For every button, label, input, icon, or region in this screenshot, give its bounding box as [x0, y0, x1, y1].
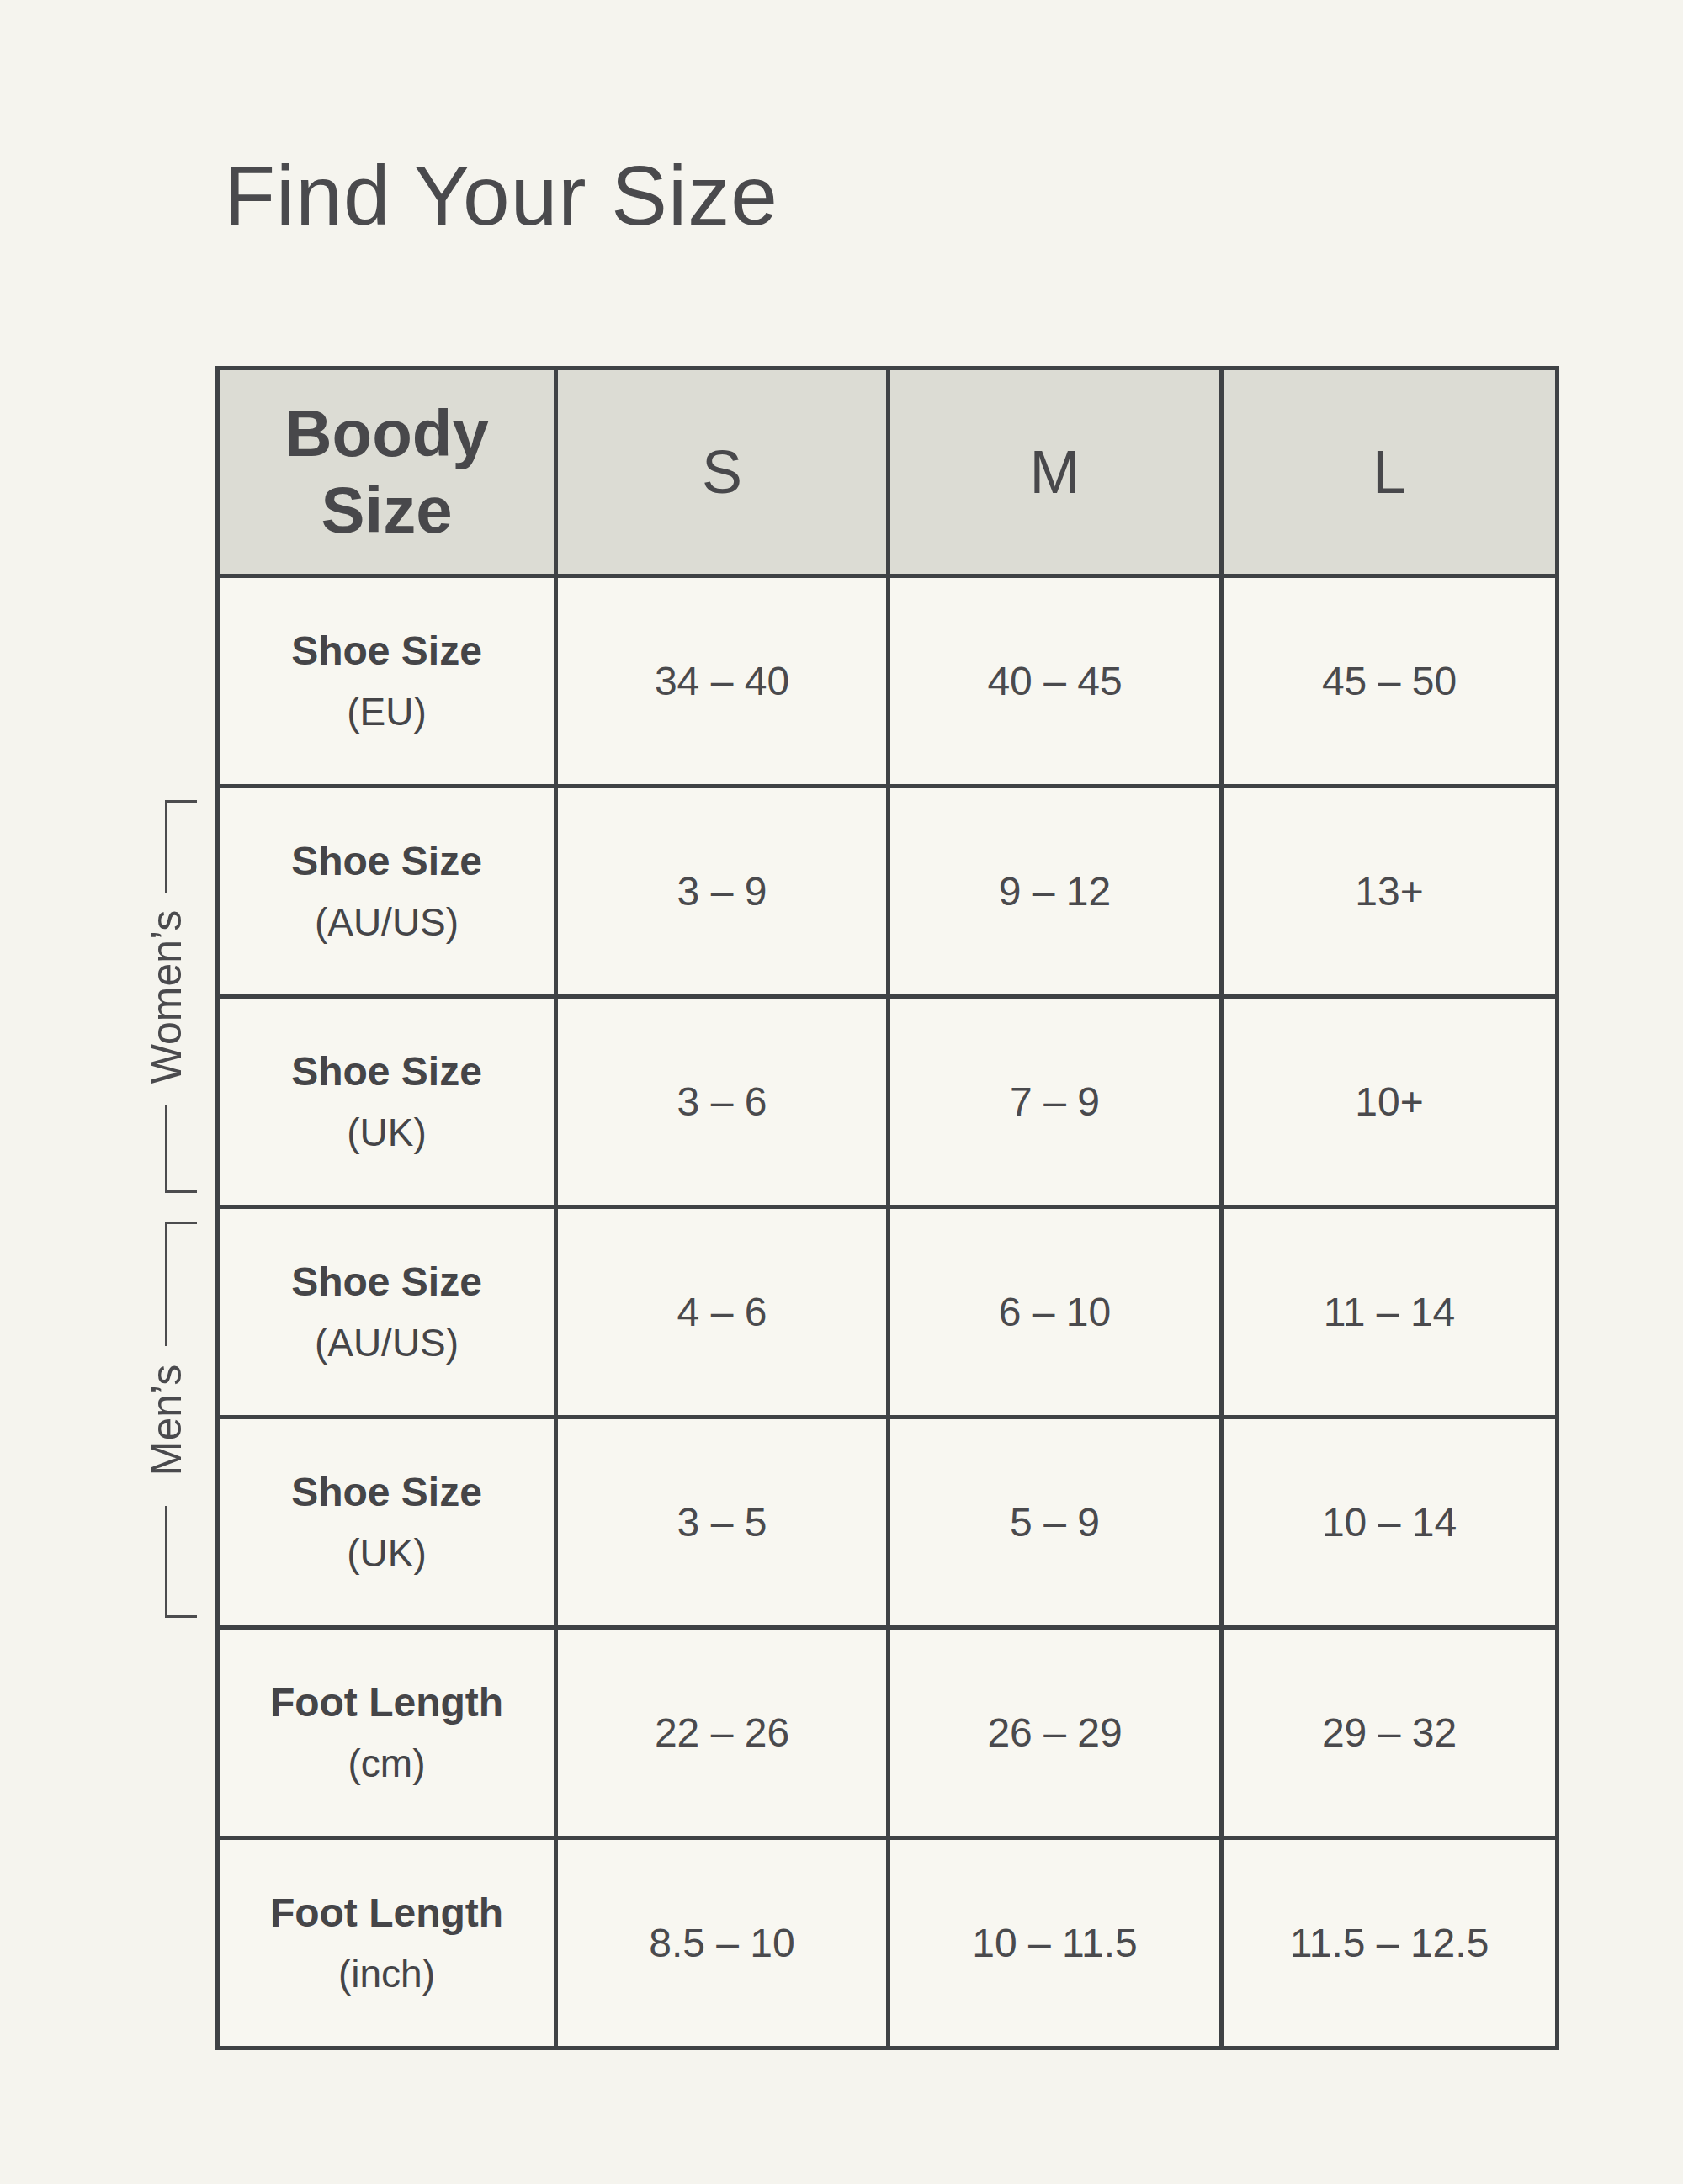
cell-value: 3 – 5: [677, 1500, 767, 1545]
size-s-label: S: [702, 438, 742, 506]
table-row-mens-shoe-size-uk: Shoe Size (UK) 3 – 5 5 – 9 10 – 14: [218, 1418, 1558, 1628]
row-label: Foot Length: [220, 1672, 554, 1733]
table-row-foot-length-inch: Foot Length (inch) 8.5 – 10 10 – 11.5 11…: [218, 1838, 1558, 2049]
value-cell: 26 – 29: [889, 1628, 1222, 1838]
row-header-cell: Shoe Size (UK): [218, 997, 556, 1207]
value-cell: 13+: [1222, 787, 1558, 997]
row-unit: (UK): [220, 1523, 554, 1583]
value-cell: 34 – 40: [556, 576, 889, 787]
value-cell: 4 – 6: [556, 1207, 889, 1418]
cell-value: 3 – 9: [677, 869, 767, 914]
value-cell: 11 – 14: [1222, 1207, 1558, 1418]
cell-value: 5 – 9: [1010, 1500, 1100, 1545]
size-guide-page: { "title": "Find Your Size", "colors": {…: [0, 0, 1683, 2184]
cell-value: 6 – 10: [999, 1290, 1111, 1334]
cell-value: 40 – 45: [987, 659, 1122, 703]
header-cell-boody-size: Boody Size: [218, 368, 556, 576]
row-label: Shoe Size: [220, 1252, 554, 1312]
row-label: Foot Length: [220, 1883, 554, 1943]
value-cell: 22 – 26: [556, 1628, 889, 1838]
value-cell: 40 – 45: [889, 576, 1222, 787]
row-unit: (EU): [220, 681, 554, 742]
bracket-tick-top: [165, 800, 197, 803]
value-cell: 9 – 12: [889, 787, 1222, 997]
row-label: Shoe Size: [220, 831, 554, 892]
value-cell: 10 – 14: [1222, 1418, 1558, 1628]
table-header: Boody Size S M L: [218, 368, 1558, 576]
value-cell: 3 – 6: [556, 997, 889, 1207]
row-header-cell: Shoe Size (AU/US): [218, 787, 556, 997]
row-unit: (inch): [220, 1943, 554, 2004]
womens-row-group-bracket: Women’s: [165, 800, 199, 1193]
row-unit: (AU/US): [220, 1312, 554, 1373]
bracket-tick-bottom: [165, 1190, 197, 1193]
page-title: Find Your Size: [224, 145, 778, 246]
value-cell: 29 – 32: [1222, 1628, 1558, 1838]
size-m-label: M: [1030, 438, 1080, 506]
bracket-line-bottom: [165, 1506, 167, 1618]
cell-value: 22 – 26: [655, 1710, 789, 1755]
cell-value: 10 – 11.5: [972, 1921, 1138, 1965]
value-cell: 5 – 9: [889, 1418, 1222, 1628]
value-cell: 6 – 10: [889, 1207, 1222, 1418]
cell-value: 34 – 40: [655, 659, 789, 703]
header-label: Boody Size: [284, 396, 489, 547]
table-row-womens-shoe-size-auus: Shoe Size (AU/US) 3 – 9 9 – 12 13+: [218, 787, 1558, 997]
cell-value: 45 – 50: [1322, 659, 1457, 703]
bracket-line-top: [165, 800, 167, 893]
size-l-label: L: [1372, 438, 1406, 506]
cell-value: 11.5 – 12.5: [1290, 1921, 1489, 1965]
row-label: Shoe Size: [220, 1462, 554, 1523]
row-label: Shoe Size: [220, 621, 554, 681]
cell-value: 10+: [1355, 1079, 1423, 1124]
header-cell-size-l: L: [1222, 368, 1558, 576]
size-chart-table: Boody Size S M L Shoe Size (EU) 34 – 40 …: [215, 366, 1559, 2050]
row-unit: (UK): [220, 1102, 554, 1163]
row-header-cell: Shoe Size (UK): [218, 1418, 556, 1628]
value-cell: 3 – 9: [556, 787, 889, 997]
womens-group-label: Women’s: [142, 909, 191, 1084]
cell-value: 8.5 – 10: [649, 1921, 794, 1965]
header-cell-size-m: M: [889, 368, 1222, 576]
cell-value: 10 – 14: [1322, 1500, 1457, 1545]
cell-value: 3 – 6: [677, 1079, 767, 1124]
row-label: Shoe Size: [220, 1042, 554, 1102]
mens-group-label: Men’s: [142, 1364, 191, 1475]
row-header-cell: Foot Length (cm): [218, 1628, 556, 1838]
bracket-tick-bottom: [165, 1615, 197, 1618]
row-unit: (AU/US): [220, 892, 554, 952]
cell-value: 4 – 6: [677, 1290, 767, 1334]
value-cell: 10 – 11.5: [889, 1838, 1222, 2049]
row-unit: (cm): [220, 1733, 554, 1794]
header-cell-size-s: S: [556, 368, 889, 576]
cell-value: 11 – 14: [1324, 1290, 1456, 1334]
table-row-mens-shoe-size-auus: Shoe Size (AU/US) 4 – 6 6 – 10 11 – 14: [218, 1207, 1558, 1418]
cell-value: 26 – 29: [987, 1710, 1122, 1755]
value-cell: 11.5 – 12.5: [1222, 1838, 1558, 2049]
row-header-cell: Shoe Size (EU): [218, 576, 556, 787]
bracket-line-top: [165, 1222, 167, 1346]
value-cell: 7 – 9: [889, 997, 1222, 1207]
table-row-shoe-size-eu: Shoe Size (EU) 34 – 40 40 – 45 45 – 50: [218, 576, 1558, 787]
row-header-cell: Shoe Size (AU/US): [218, 1207, 556, 1418]
table-row-womens-shoe-size-uk: Shoe Size (UK) 3 – 6 7 – 9 10+: [218, 997, 1558, 1207]
table-body: Shoe Size (EU) 34 – 40 40 – 45 45 – 50 S…: [218, 576, 1558, 2049]
cell-value: 29 – 32: [1322, 1710, 1457, 1755]
bracket-tick-top: [165, 1222, 197, 1224]
value-cell: 8.5 – 10: [556, 1838, 889, 2049]
cell-value: 7 – 9: [1010, 1079, 1100, 1124]
value-cell: 3 – 5: [556, 1418, 889, 1628]
value-cell: 10+: [1222, 997, 1558, 1207]
cell-value: 9 – 12: [999, 869, 1111, 914]
bracket-line-bottom: [165, 1105, 167, 1193]
row-header-cell: Foot Length (inch): [218, 1838, 556, 2049]
mens-row-group-bracket: Men’s: [165, 1222, 199, 1618]
value-cell: 45 – 50: [1222, 576, 1558, 787]
table-row-foot-length-cm: Foot Length (cm) 22 – 26 26 – 29 29 – 32: [218, 1628, 1558, 1838]
header-row: Boody Size S M L: [218, 368, 1558, 576]
cell-value: 13+: [1355, 869, 1423, 914]
